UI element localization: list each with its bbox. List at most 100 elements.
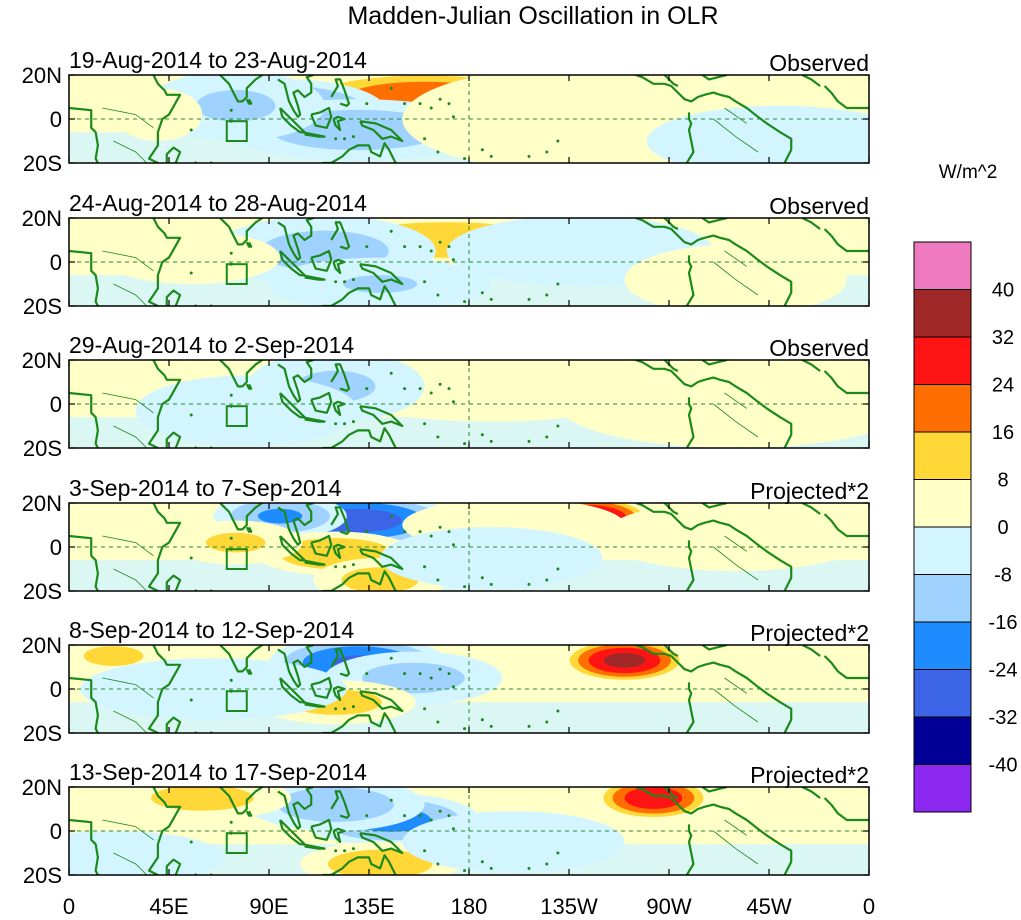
coastline — [69, 676, 99, 733]
island — [436, 578, 440, 582]
coastline — [330, 648, 351, 677]
island — [365, 102, 369, 106]
coastline — [310, 818, 333, 841]
coastline — [277, 645, 314, 688]
island — [351, 420, 355, 424]
island — [556, 282, 560, 286]
coastline — [69, 249, 99, 306]
coastline — [359, 690, 404, 713]
coastline — [701, 360, 728, 366]
y-tick-label: 0 — [50, 250, 62, 275]
island — [403, 672, 407, 676]
coastline — [69, 534, 99, 591]
coastline — [359, 263, 404, 286]
coastline — [165, 716, 182, 733]
island — [423, 422, 427, 426]
colorbar-units: W/m^2 — [939, 162, 998, 183]
coastline — [302, 559, 326, 566]
coastline — [322, 427, 397, 448]
coastline — [685, 540, 695, 591]
colorbar-label: -8 — [994, 565, 1012, 587]
contour-level — [151, 787, 254, 811]
island — [229, 536, 233, 540]
coastline — [147, 503, 182, 591]
island — [429, 534, 433, 538]
y-tick-label: 0 — [50, 107, 62, 132]
country-border — [113, 852, 148, 875]
island — [527, 154, 531, 158]
coastline — [635, 787, 793, 875]
y-tick-label: 20S — [23, 436, 62, 461]
coastline — [147, 218, 182, 306]
panel-1: 19-Aug-2014 to 23-Aug-2014 Observed 20N 0 20… — [22, 47, 870, 176]
country-border — [113, 568, 148, 591]
island — [418, 530, 422, 534]
contour-level — [113, 88, 203, 141]
x-tick-label: 180 — [451, 894, 488, 919]
island — [463, 585, 467, 589]
island — [480, 576, 484, 580]
coastline — [801, 360, 821, 372]
coastline — [701, 218, 728, 224]
island — [418, 245, 422, 249]
x-tick-label: 45E — [149, 894, 188, 919]
coastline — [147, 787, 182, 875]
island — [365, 245, 369, 249]
x-tick-label: 90W — [646, 894, 691, 919]
colorbar-swatch — [913, 526, 972, 575]
island — [480, 148, 484, 152]
coastline — [701, 75, 728, 81]
coastline — [310, 106, 333, 129]
coastline — [279, 107, 306, 134]
index-box — [225, 548, 248, 571]
y-tick-label: 20S — [23, 721, 62, 746]
panel-5: 8-Sep-2014 to 12-Sep-2014 Projected*2 20N 0… — [22, 617, 870, 746]
island — [429, 391, 433, 395]
y-tick-label: 20N — [22, 348, 62, 373]
island — [438, 809, 442, 813]
contour-level — [646, 105, 869, 163]
island — [189, 556, 193, 560]
country-border — [724, 392, 748, 409]
island — [438, 240, 442, 244]
island — [429, 676, 433, 680]
panel-period: 3-Sep-2014 to 7-Sep-2014 — [69, 475, 342, 501]
anomaly-4 — [102, 231, 281, 284]
coastline — [359, 405, 404, 428]
country-border — [102, 107, 154, 129]
coastline — [801, 218, 821, 230]
panel-status: Projected*2 — [750, 620, 869, 646]
coastline — [219, 218, 263, 246]
island — [447, 814, 451, 818]
island — [365, 672, 369, 676]
coastline — [219, 503, 263, 531]
coastlines — [69, 360, 869, 448]
island — [418, 814, 422, 818]
island — [436, 720, 440, 724]
coastline — [302, 701, 326, 708]
coastlines — [69, 218, 869, 306]
panel-status: Observed — [769, 50, 869, 76]
island — [423, 849, 427, 853]
island — [418, 102, 422, 106]
colorbar-swatch — [913, 669, 972, 718]
colorbar-swatch — [913, 574, 972, 623]
island — [447, 245, 451, 249]
island — [423, 280, 427, 284]
country-border — [713, 546, 759, 581]
anomaly-field — [69, 75, 869, 163]
island — [403, 387, 407, 391]
coastlines — [69, 503, 869, 591]
coastline — [332, 258, 346, 275]
index-box — [225, 405, 248, 428]
island — [351, 563, 355, 567]
coastline — [322, 285, 397, 306]
coastline — [279, 250, 306, 277]
country-border — [113, 283, 148, 306]
coastline — [322, 854, 397, 875]
island — [189, 413, 193, 417]
anomaly-8 — [380, 527, 603, 589]
contour-level — [257, 508, 303, 524]
x-tick-label: 135E — [343, 894, 394, 919]
coastline — [165, 574, 182, 591]
